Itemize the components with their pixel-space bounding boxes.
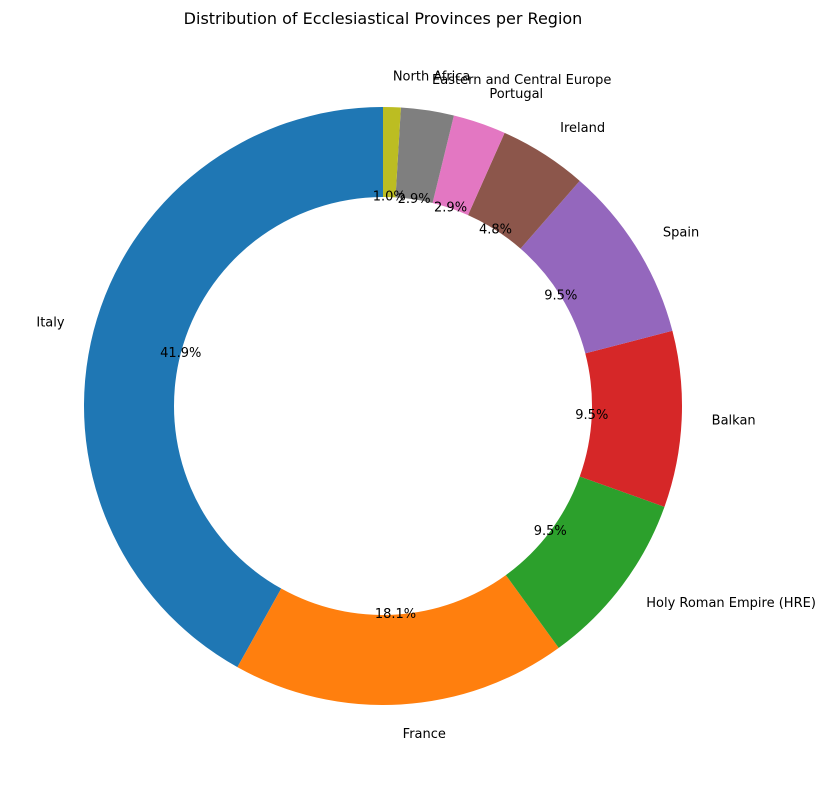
slice-0 (83, 107, 384, 668)
labels-group: Italy 41.9% France 18.1% Holy Roman Empire (… (36, 70, 816, 742)
percent-label-3: 9.5% (575, 408, 608, 423)
slice-1 (237, 575, 559, 705)
percent-label-5: 4.8% (479, 222, 512, 237)
percent-label-7: 2.9% (398, 192, 431, 207)
slice-label-8: North Africa (393, 70, 471, 85)
percent-label-8: 1.0% (373, 190, 406, 205)
slice-3 (579, 330, 682, 507)
slice-6 (432, 115, 505, 216)
slice-8 (383, 107, 401, 198)
slice-label-4: Spain (663, 226, 699, 241)
percent-label-1: 18.1% (375, 607, 416, 622)
slice-7 (395, 107, 454, 203)
slice-label-2: Holy Roman Empire (HRE) (646, 596, 816, 611)
percent-label-4: 9.5% (544, 289, 577, 304)
slice-label-1: France (403, 727, 446, 742)
slice-2 (505, 476, 665, 648)
slice-label-7: Eastern and Central Europe (432, 73, 611, 88)
slice-label-3: Balkan (712, 413, 756, 428)
slice-5 (468, 132, 580, 249)
chart-title: Distribution of Ecclesiastical Provinces… (184, 9, 583, 28)
slice-label-5: Ireland (560, 121, 605, 136)
percent-label-0: 41.9% (160, 346, 201, 361)
percent-label-6: 2.9% (434, 201, 467, 216)
slice-4 (520, 180, 673, 354)
slice-label-0: Italy (36, 316, 65, 331)
slices-group (83, 107, 682, 705)
slice-label-6: Portugal (489, 87, 543, 102)
percent-label-2: 9.5% (534, 524, 567, 539)
